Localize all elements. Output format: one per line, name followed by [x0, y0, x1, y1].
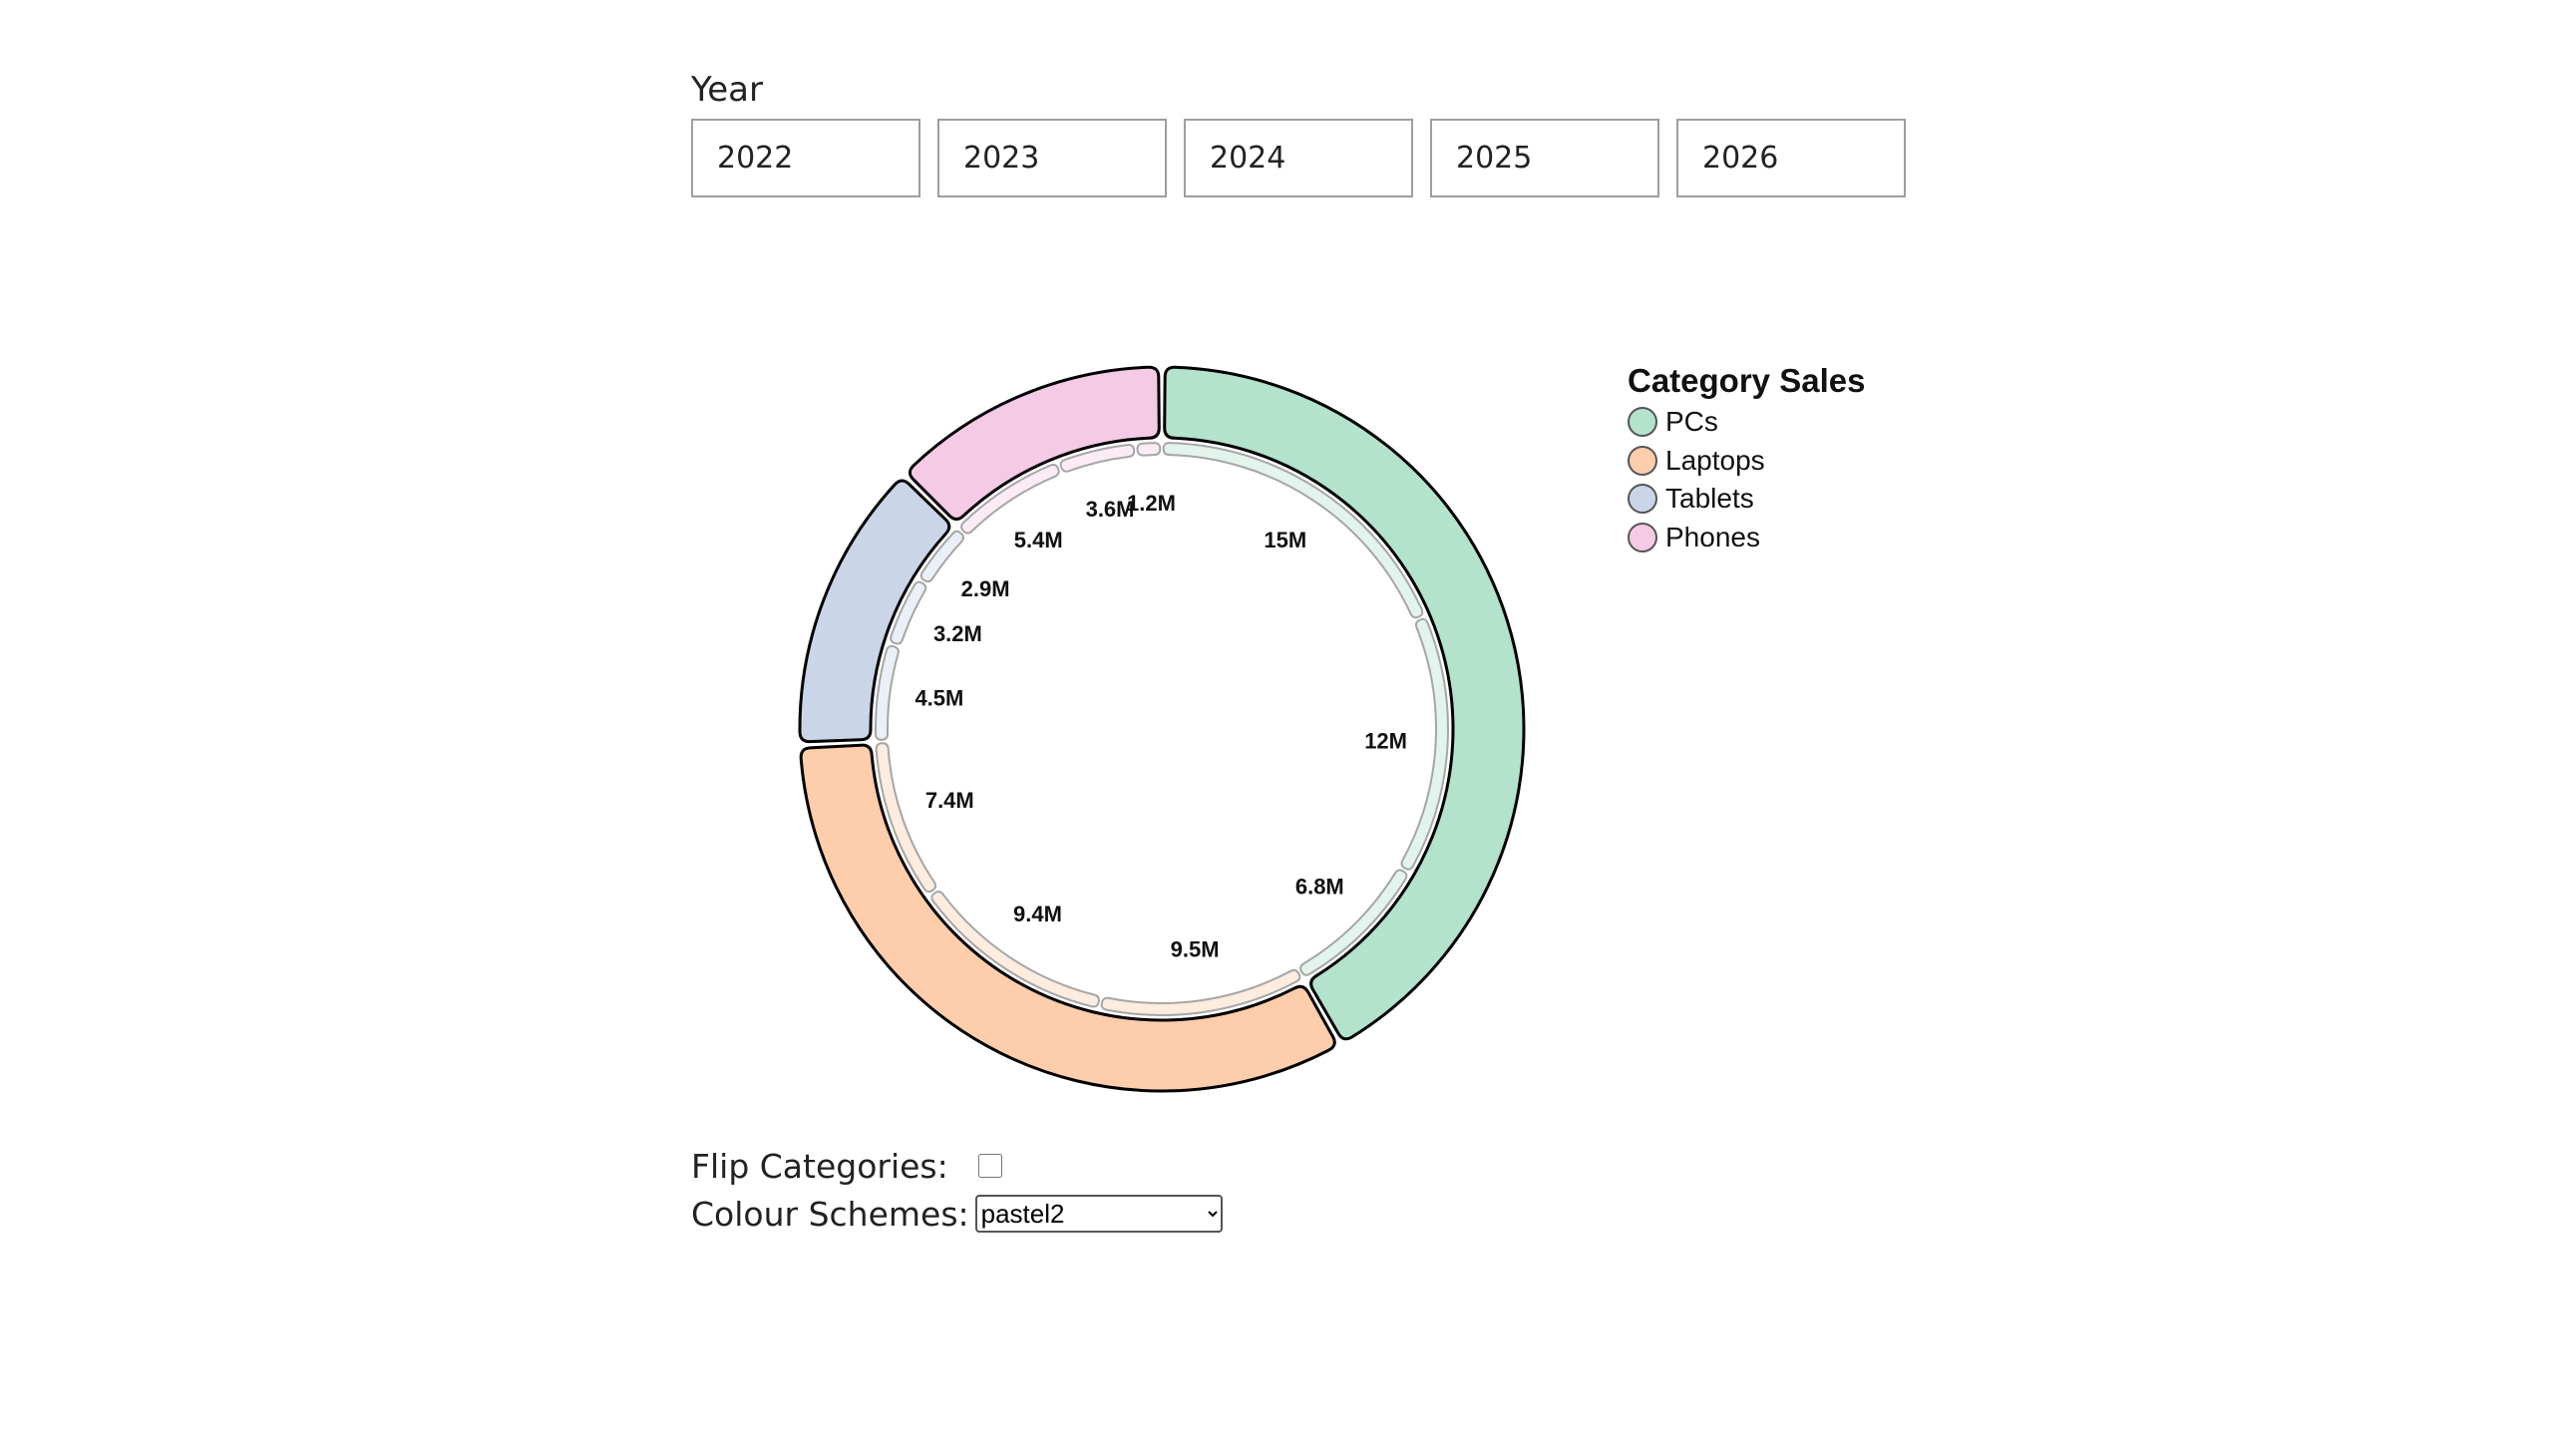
- value-label-phones-0: 5.4M: [1014, 528, 1063, 552]
- inner-slice-pcs-2[interactable]: [1299, 869, 1408, 976]
- value-label-laptops-2: 7.4M: [925, 788, 974, 813]
- year-selector: 2022 2023 2024 2025 2026: [691, 119, 1906, 197]
- value-label-pcs-0: 15M: [1264, 528, 1306, 552]
- outer-slice-phones[interactable]: [908, 365, 1161, 522]
- inner-slice-tablets-1[interactable]: [890, 580, 927, 645]
- legend-swatch-laptops: [1628, 445, 1657, 476]
- legend-item-tablets: Tablets: [1628, 480, 1865, 519]
- legend: Category Sales PCs Laptops Tablets Phone…: [1628, 361, 1865, 556]
- colour-schemes-label: Colour Schemes:: [691, 1194, 969, 1234]
- legend-item-laptops: Laptops: [1628, 442, 1865, 481]
- value-labels: 15M 12M 6.8M 9.5M 9.4M 7.4M 4.5M 3.2M 2.9M5.4M 3.…: [914, 491, 1407, 961]
- value-label-pcs-2: 6.8M: [1295, 875, 1344, 900]
- outer-slice-tablets[interactable]: [798, 479, 951, 744]
- value-label-laptops-1: 9.4M: [1013, 902, 1062, 926]
- inner-ring: [875, 442, 1449, 1016]
- inner-slice-laptops-2[interactable]: [875, 742, 937, 894]
- value-label-tablets-2: 2.9M: [961, 576, 1010, 601]
- legend-label-phones: Phones: [1665, 521, 1760, 552]
- inner-slice-phones-2[interactable]: [1136, 442, 1162, 457]
- inner-slice-laptops-1[interactable]: [930, 891, 1100, 1008]
- legend-swatch-tablets: [1628, 484, 1657, 515]
- year-button-2025[interactable]: 2025: [1430, 119, 1659, 197]
- year-button-2023[interactable]: 2023: [937, 119, 1167, 197]
- colour-schemes-row: Colour Schemes: pastel2: [691, 1190, 1223, 1238]
- year-button-2022[interactable]: 2022: [691, 119, 920, 197]
- inner-slice-phones-1[interactable]: [1059, 444, 1136, 473]
- legend-item-pcs: PCs: [1628, 403, 1865, 442]
- value-label-phones-2: 1.2M: [1127, 491, 1176, 516]
- inner-slice-laptops-0[interactable]: [1100, 968, 1301, 1016]
- legend-label-pcs: PCs: [1665, 406, 1718, 438]
- inner-slice-pcs-1[interactable]: [1400, 617, 1449, 871]
- value-label-tablets-0: 4.5M: [914, 686, 963, 711]
- inner-slice-tablets-2[interactable]: [919, 530, 964, 583]
- value-label-pcs-1: 12M: [1364, 728, 1407, 753]
- value-label-tablets-1: 3.2M: [933, 621, 982, 646]
- outer-slice-pcs[interactable]: [1163, 365, 1526, 1041]
- value-label-phones-1: 3.6M: [1086, 497, 1135, 522]
- chart-controls: Flip Categories: Colour Schemes: pastel2: [691, 1142, 1223, 1238]
- flip-categories-label: Flip Categories:: [691, 1146, 948, 1186]
- inner-slice-tablets-0[interactable]: [875, 644, 900, 741]
- year-label: Year: [691, 70, 763, 110]
- inner-slice-phones-0[interactable]: [960, 463, 1060, 535]
- legend-label-tablets: Tablets: [1665, 483, 1754, 515]
- outer-slice-laptops[interactable]: [799, 743, 1336, 1093]
- flip-categories-row: Flip Categories:: [691, 1142, 1223, 1190]
- flip-categories-checkbox[interactable]: [977, 1154, 1002, 1178]
- legend-item-phones: Phones: [1628, 519, 1865, 557]
- legend-label-laptops: Laptops: [1665, 444, 1765, 476]
- outer-ring: [798, 365, 1526, 1093]
- legend-swatch-pcs: [1628, 407, 1657, 438]
- legend-swatch-phones: [1628, 522, 1657, 552]
- year-button-2026[interactable]: 2026: [1676, 119, 1906, 197]
- value-label-laptops-0: 9.5M: [1171, 936, 1220, 961]
- year-button-2024[interactable]: 2024: [1184, 119, 1413, 197]
- colour-scheme-select[interactable]: pastel2: [974, 1195, 1223, 1233]
- inner-slice-pcs-0[interactable]: [1162, 442, 1424, 619]
- legend-title: Category Sales: [1628, 362, 1866, 399]
